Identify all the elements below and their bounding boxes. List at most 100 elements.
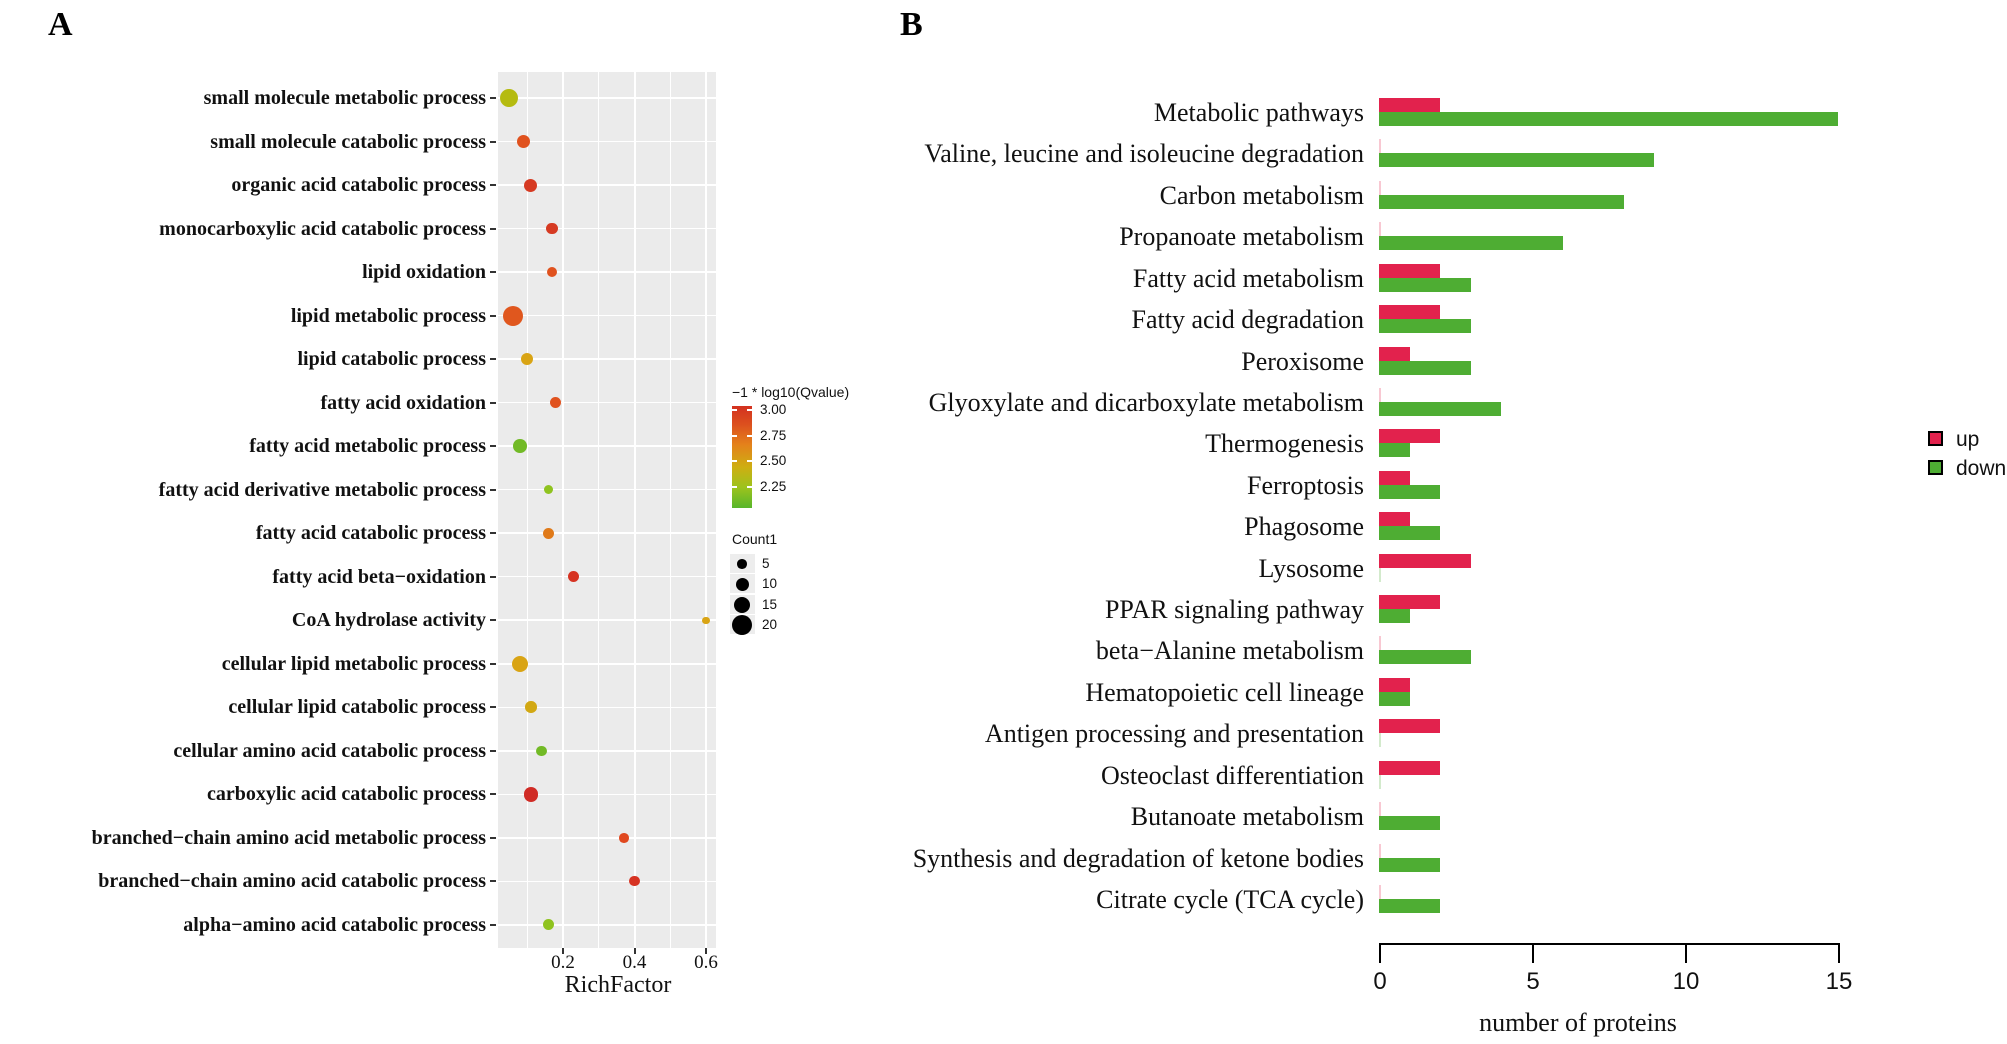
bar-up: [1379, 346, 1410, 361]
grid-minor-v: [669, 72, 671, 948]
go-term-dot: [513, 439, 527, 453]
colorbar-tick: [732, 409, 737, 411]
y-tick-mark: [490, 401, 496, 404]
grid-major-h: [498, 140, 716, 143]
grid-major-v: [633, 72, 636, 948]
bar-up: [1379, 595, 1441, 610]
go-term-label: small molecule metabolic process: [203, 87, 486, 109]
bar-up: [1379, 719, 1441, 734]
grid-major-h: [498, 271, 716, 273]
grid-major-v: [562, 72, 564, 948]
grid-major-h: [498, 314, 716, 317]
colorbar-tick: [732, 460, 737, 463]
bar-down: [1379, 112, 1838, 126]
size-key-label: 20: [762, 617, 778, 633]
go-term-label: fatty acid metabolic process: [249, 435, 486, 458]
bar-down: [1379, 691, 1410, 706]
bar-down: [1379, 898, 1441, 913]
bar-up: [1379, 843, 1381, 858]
bar-down: [1379, 567, 1381, 582]
y-tick-mark: [490, 749, 496, 752]
colorbar-tick-label: 2.75: [760, 427, 787, 443]
y-tick-mark: [490, 488, 496, 491]
bar-down: [1379, 277, 1471, 292]
go-term-label: CoA hydrolase activity: [291, 609, 486, 632]
grid-major-h: [498, 358, 716, 360]
go-term-label: fatty acid derivative metabolic process: [158, 478, 486, 501]
go-term-label: cellular lipid catabolic process: [228, 696, 486, 719]
color-legend-gradient-bar: [732, 406, 752, 508]
grid-major-h: [498, 750, 716, 752]
pathway-label: Carbon metabolism: [1159, 180, 1364, 210]
y-tick-mark: [490, 271, 496, 274]
bar-down: [1379, 443, 1410, 458]
pathway-label: Metabolic pathways: [1153, 98, 1364, 127]
y-tick-mark: [490, 140, 496, 143]
go-term-label: branched−chain amino acid catabolic proc…: [98, 870, 486, 893]
bar-down: [1379, 733, 1381, 748]
bar-down: [1379, 236, 1563, 251]
go-term-dot: [629, 876, 640, 887]
legend-swatch-up: [1928, 431, 1943, 446]
x-tick-label: 0: [1373, 968, 1387, 995]
pathway-label: Fatty acid metabolism: [1132, 263, 1364, 293]
pathway-label: Hematopoietic cell lineage: [1085, 677, 1364, 707]
size-legend-title: Count1: [732, 531, 778, 547]
size-key-dot: [735, 577, 749, 591]
bar-down: [1379, 857, 1441, 872]
y-tick-mark: [490, 97, 496, 99]
bar-down: [1379, 774, 1381, 789]
bar-up: [1379, 470, 1410, 485]
pathway-label: Fatty acid degradation: [1131, 305, 1364, 335]
go-term-dot: [524, 178, 538, 192]
bar-down: [1379, 650, 1471, 665]
x-tick-mark: [1532, 943, 1534, 963]
grid-major-h: [498, 793, 716, 796]
x-tick-mark: [562, 948, 564, 954]
bar-down: [1379, 153, 1655, 168]
pathway-label: Osteoclast differentiation: [1100, 760, 1364, 790]
go-term-dot: [511, 655, 529, 672]
size-key-dot: [737, 559, 747, 569]
go-term-label: fatty acid beta−oxidation: [272, 565, 486, 588]
pathway-label: Propanoate metabolism: [1119, 222, 1364, 252]
go-term-label: cellular amino acid catabolic process: [173, 739, 486, 762]
x-axis-line: [1379, 943, 1840, 945]
grid-minor-v: [598, 72, 600, 948]
bar-up: [1379, 802, 1381, 817]
pathway-label: Synthesis and degradation of ketone bodi…: [912, 843, 1364, 873]
bar-down: [1379, 194, 1624, 209]
go-term-dot: [550, 397, 562, 409]
size-key-label: 15: [762, 596, 778, 612]
bar-down: [1379, 526, 1441, 541]
pathway-label: Antigen processing and presentation: [984, 719, 1364, 749]
colorbar-tick-label: 2.50: [760, 453, 787, 469]
size-key-label: 10: [762, 576, 778, 592]
go-term-dot: [543, 527, 555, 539]
legend-label-down: down: [1956, 457, 2007, 480]
go-term-dot: [502, 305, 523, 326]
pathway-label: Butanoate metabolism: [1130, 802, 1364, 832]
x-tick-label: 0.4: [622, 952, 647, 973]
go-term-dot: [521, 352, 534, 366]
x-tick-mark: [633, 948, 636, 954]
bar-up: [1379, 553, 1471, 568]
go-term-dot: [500, 89, 519, 107]
bar-up: [1379, 263, 1441, 278]
color-legend-title: −1 * log10(Qvalue): [732, 384, 850, 400]
go-term-label: monocarboxylic acid catabolic process: [159, 217, 486, 240]
bar-up: [1379, 677, 1410, 692]
grid-major-h: [498, 663, 716, 665]
pathway-label: beta−Alanine metabolism: [1095, 636, 1364, 666]
bar-up: [1379, 636, 1381, 651]
grid-major-h: [498, 880, 716, 883]
bar-up: [1379, 429, 1441, 444]
grid-major-h: [498, 924, 716, 926]
panel-a-title: A: [48, 6, 73, 43]
pathway-label: Lysosome: [1258, 553, 1364, 583]
bar-up: [1379, 760, 1441, 775]
y-tick-mark: [490, 836, 496, 839]
y-tick-mark: [490, 358, 496, 361]
go-term-dot: [546, 222, 559, 235]
